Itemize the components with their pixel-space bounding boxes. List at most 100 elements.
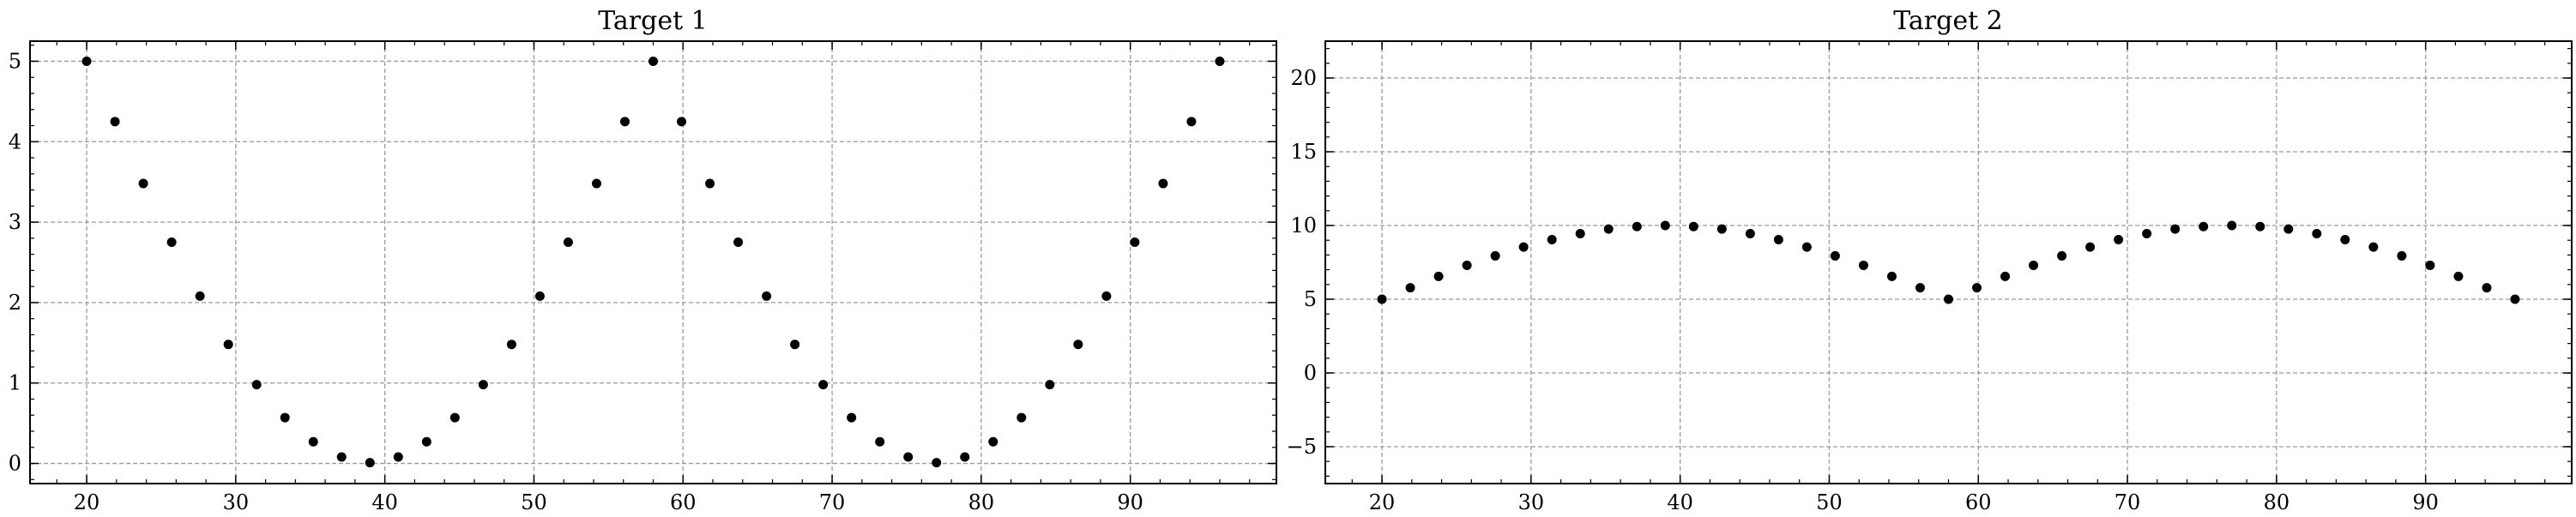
panel-2-data-point <box>2283 224 2294 234</box>
panel-2-data-point <box>1915 283 1925 293</box>
panel-1-x-tick-label: 90 <box>1117 490 1143 514</box>
panel-1-data-point <box>478 380 488 390</box>
panel-1-data-point <box>1101 291 1112 301</box>
panel-1-data-point <box>762 291 772 301</box>
panel-1-x-tick-label: 80 <box>968 490 995 514</box>
panel-1-y-tick-label: 3 <box>9 210 21 234</box>
panel-2-data-point <box>2114 235 2124 245</box>
panel-2-data-point <box>1433 271 1444 281</box>
panel-2-data-point <box>2029 260 2039 270</box>
panel-1-x-tick-label: 30 <box>223 490 250 514</box>
panel-2-data-point <box>2000 271 2011 281</box>
panel-2-data-point <box>2255 221 2265 231</box>
panel-2-x-tick-label: 40 <box>1667 490 1693 514</box>
panel-1-y-tick-label: 0 <box>9 452 21 476</box>
panel-1-data-point <box>1045 380 1055 390</box>
panel-1-data-point <box>1186 117 1197 127</box>
panel-2-y-tick-label: −5 <box>1287 435 1317 459</box>
panel-2-data-point <box>2425 260 2435 270</box>
panel-2-data-point <box>1773 235 1783 245</box>
panel-1-y-tick-label: 4 <box>9 129 21 153</box>
panel-1-data-point <box>81 56 92 66</box>
panel-2-axes-frame <box>1324 40 2573 484</box>
panel-1-x-tick-label: 70 <box>819 490 846 514</box>
panel-1-data-point <box>195 291 205 301</box>
panel-2-data-point <box>1575 228 1585 238</box>
panel-2-data-point <box>1944 294 1953 304</box>
panel-1-data-point <box>847 412 857 423</box>
panel-1-axes-frame <box>29 40 1277 484</box>
panel-2-x-tick-label: 80 <box>2264 490 2290 514</box>
panel-1-data-point <box>251 380 262 390</box>
panel-1-x-tick-label: 20 <box>74 490 100 514</box>
panel-1-data-point <box>818 380 829 390</box>
panel-2-data-point <box>1745 228 1755 238</box>
panel-1-data-point <box>365 458 375 468</box>
panel-2-x-tick-label: 70 <box>2114 490 2141 514</box>
panel-1-data-point <box>138 178 148 189</box>
panel-2-data-point <box>2170 224 2181 234</box>
panel-2-data-point <box>2397 250 2407 261</box>
panel-2-x-tick-label: 20 <box>1369 490 1396 514</box>
panel-1-x-tick-label: 50 <box>521 490 547 514</box>
panel-1-data-point <box>393 452 403 462</box>
panel-1-data-point <box>619 117 630 127</box>
chart-title-target-1: Target 1 <box>598 6 708 36</box>
panel-1-data-point <box>308 436 318 447</box>
panel-1-data-point <box>677 117 687 127</box>
panel-1-data-point <box>649 56 658 66</box>
panel-2-y-tick-label: 20 <box>1290 66 1317 90</box>
panel-2-x-tick-label: 30 <box>1518 490 1545 514</box>
panel-1-data-point <box>790 340 800 350</box>
panel-1-data-point <box>932 458 942 468</box>
panel-2-y-tick-label: 10 <box>1290 213 1317 237</box>
panel-2-data-point <box>1518 242 1529 252</box>
panel-2-data-point <box>1886 271 1897 281</box>
panel-2-y-tick-label: 0 <box>1304 361 1317 385</box>
panel-2-data-point <box>1830 250 1840 261</box>
panel-1-data-point <box>166 237 177 248</box>
panel-2-data-point <box>2227 220 2237 231</box>
panel-1-data-point <box>336 452 347 462</box>
panel-2-data-point <box>2340 235 2350 245</box>
panel-2-data-point <box>1716 224 1727 234</box>
panel-2-data-point <box>2142 228 2152 238</box>
panel-1-data-point <box>1017 412 1027 423</box>
panel-2-data-point <box>1660 220 1670 231</box>
panel-2-data-point <box>1603 224 1614 234</box>
panel-1-x-tick-label: 40 <box>371 490 398 514</box>
panel-1-data-point <box>534 291 545 301</box>
panel-2-data-point <box>1632 221 1642 231</box>
panel-target-2: Target 2 20 30 40 50 60 70 80 90 −5 0 5 10 15 20 <box>1287 6 2573 514</box>
panel-2-data-point <box>2085 242 2096 252</box>
panel-2-y-tick-label: 15 <box>1290 140 1317 164</box>
panel-2-x-tick-label: 50 <box>1816 490 1843 514</box>
panel-2-x-tick-label: 60 <box>1965 490 1992 514</box>
panel-2-data-point <box>2199 221 2209 231</box>
panel-1-data-point <box>421 436 431 447</box>
panel-1-data-point <box>591 178 601 189</box>
panel-1-data-point <box>988 436 998 447</box>
panel-2-data-point <box>2368 242 2379 252</box>
panel-1-data-point <box>1073 340 1083 350</box>
panel-1-data-point <box>903 452 914 462</box>
panel-1-data-point <box>563 237 573 248</box>
panel-2-x-tick-label: 90 <box>2412 490 2439 514</box>
panel-2-data-point <box>1377 294 1387 304</box>
panel-1-data-point <box>449 412 460 423</box>
panel-2-data-point <box>2312 228 2322 238</box>
panel-1-data-point <box>280 412 290 423</box>
panel-1-data-point <box>1158 178 1168 189</box>
panel-1-data-point <box>960 452 970 462</box>
panel-1-data-point <box>733 237 744 248</box>
panel-2-data-point <box>1858 260 1868 270</box>
panel-2-data-point <box>1547 235 1557 245</box>
panel-1-data-point <box>875 436 885 447</box>
panel-2-y-tick-label: 5 <box>1304 287 1317 311</box>
panel-2-data-point <box>1490 250 1500 261</box>
panel-1-y-tick-label: 1 <box>9 371 21 395</box>
chart-title-target-2: Target 2 <box>1893 6 2003 36</box>
panel-2-data-point <box>2482 283 2492 293</box>
panel-1-y-tick-label: 2 <box>9 291 21 315</box>
